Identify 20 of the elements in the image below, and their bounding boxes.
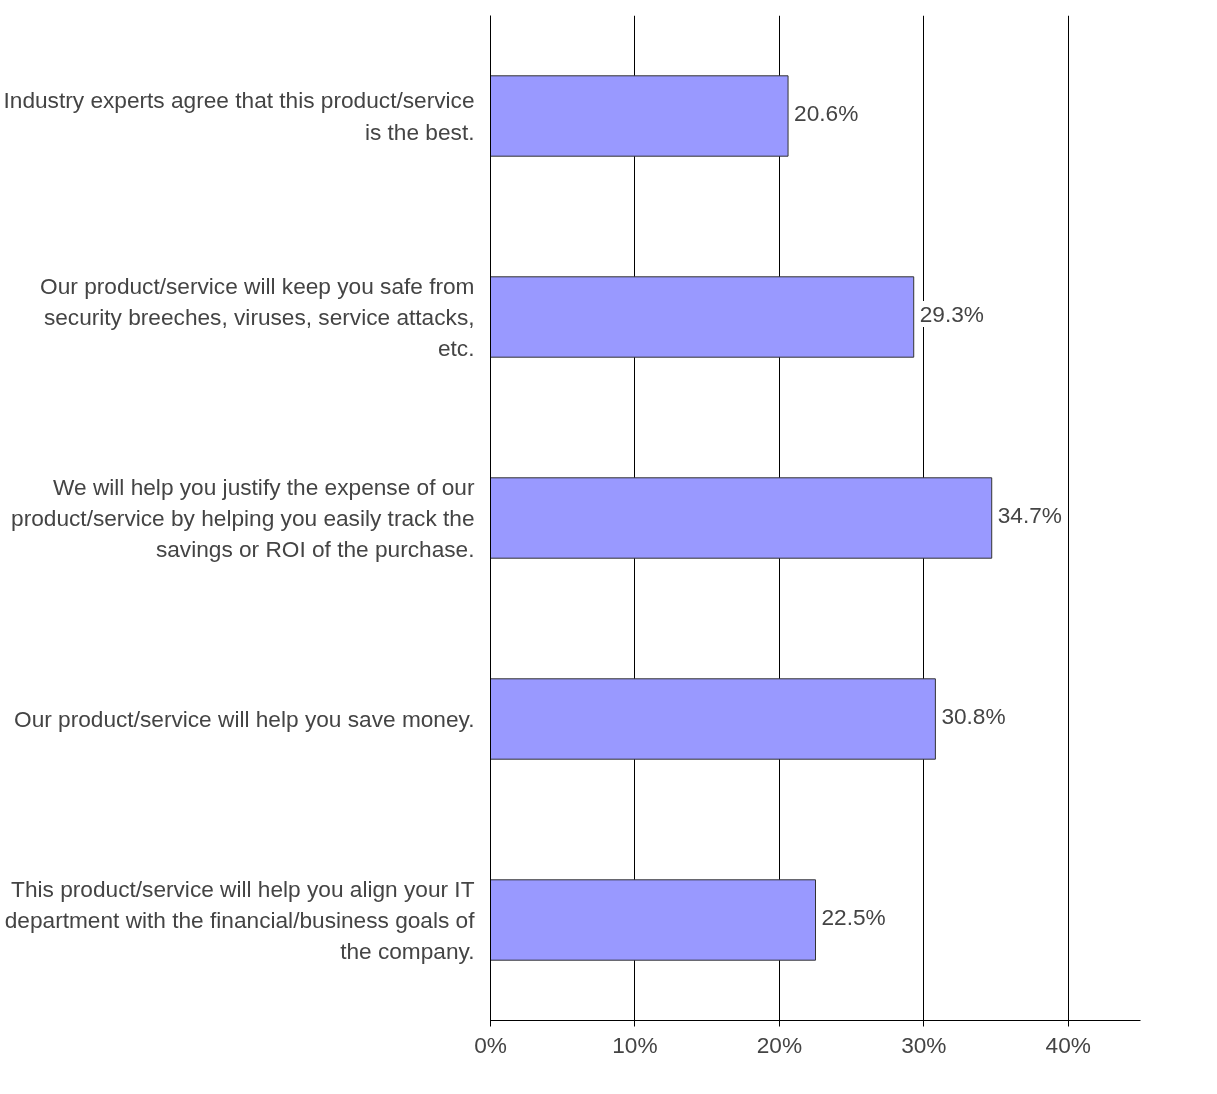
data-label: 20.6% — [794, 100, 859, 126]
y-tick-label: Our product/service will help you save money. — [14, 706, 475, 732]
y-tick-label: Our product/service will keep you safe from security breeches, viruses, service attacks, etc. — [40, 272, 475, 362]
bar — [490, 477, 993, 559]
y-tick-label: We will help you justify the expense of our product/service by helping you easily track the savings or ROI of the purchase. — [11, 473, 475, 563]
x-tick-label: 10% — [612, 1031, 658, 1058]
data-label: 29.3% — [919, 301, 984, 327]
bar — [490, 75, 789, 157]
data-label: 34.7% — [997, 502, 1062, 528]
x-tick-label: 30% — [901, 1031, 947, 1058]
y-tick-label: Industry experts agree that this product/service is the best. — [3, 87, 475, 145]
bar — [490, 879, 816, 961]
x-tick-label: 20% — [756, 1031, 803, 1058]
x-tick-label: 0% — [474, 1031, 507, 1058]
x-tick-label: 40% — [1045, 1031, 1091, 1058]
data-label: 22.5% — [821, 904, 886, 930]
bar — [490, 678, 936, 760]
bar — [490, 276, 915, 358]
data-label: 30.8% — [941, 703, 1006, 729]
y-tick-label: This product/service will help you align your IT department with the financial/business goals of the company. — [4, 875, 476, 965]
